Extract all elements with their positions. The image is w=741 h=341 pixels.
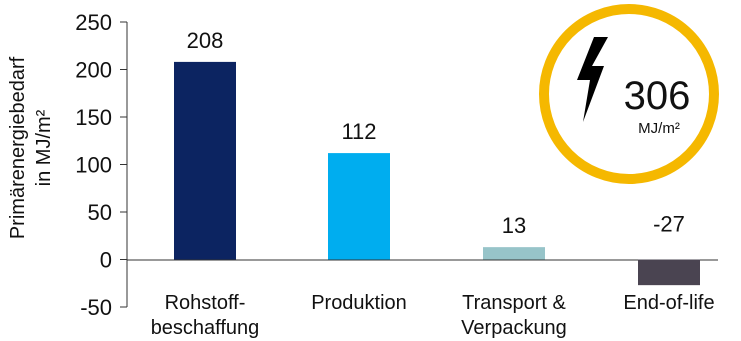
bar xyxy=(174,61,236,260)
category-label: Rohstoff- xyxy=(165,292,246,314)
category-label: Produktion xyxy=(311,292,407,314)
bars xyxy=(174,61,700,286)
y-axis-ticks: 250 200 150 100 50 0 -50 xyxy=(75,10,127,320)
badge-value: 306 xyxy=(624,74,691,118)
badge-ring xyxy=(539,4,719,184)
category-labels: Rohstoff-beschaffung Produktion Transport … xyxy=(151,292,715,339)
y-tick-label: 50 xyxy=(88,200,112,225)
y-tick-label: 200 xyxy=(75,58,112,83)
y-tick-label: 0 xyxy=(100,248,112,273)
y-axis-label: Primärenergiebedarf in MJ/m² xyxy=(7,56,55,239)
data-labels: 208 112 13 -27 xyxy=(187,28,685,238)
badge-unit: MJ/m² xyxy=(638,120,680,137)
data-label: -27 xyxy=(653,212,685,237)
y-axis-label-line-2: in MJ/m² xyxy=(33,109,55,186)
y-tick-label: 250 xyxy=(75,10,112,35)
lightning-bolt-icon xyxy=(577,37,608,122)
y-axis-label-line-1: Primärenergiebedarf xyxy=(7,56,29,239)
data-label: 208 xyxy=(187,28,224,53)
category-label: Transport & xyxy=(462,292,566,314)
category-label: End-of-life xyxy=(623,292,714,314)
y-tick-label: -50 xyxy=(80,295,112,320)
bar xyxy=(483,247,545,260)
y-tick-label: 100 xyxy=(75,153,112,178)
data-label: 112 xyxy=(341,119,376,144)
data-label: 13 xyxy=(502,213,526,238)
bar xyxy=(638,259,700,286)
category-label: Verpackung xyxy=(461,317,567,339)
category-label: beschaffung xyxy=(151,317,260,339)
total-badge: 306 MJ/m² xyxy=(539,4,719,184)
bar xyxy=(328,153,390,260)
y-tick-label: 150 xyxy=(75,105,112,130)
